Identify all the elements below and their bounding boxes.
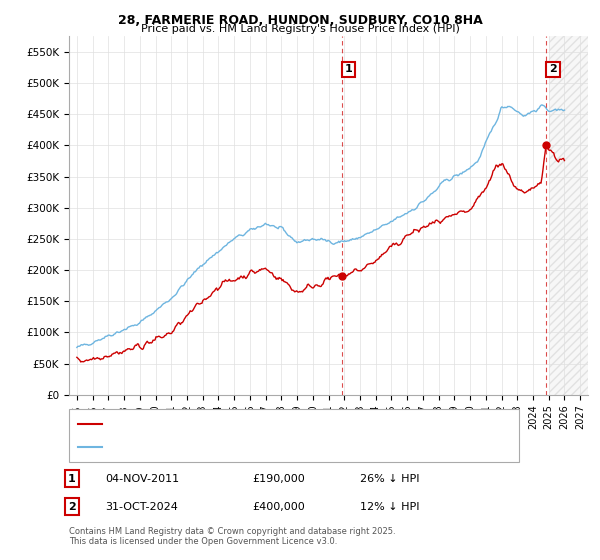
Text: Price paid vs. HM Land Registry's House Price Index (HPI): Price paid vs. HM Land Registry's House … — [140, 24, 460, 34]
Text: Contains HM Land Registry data © Crown copyright and database right 2025.
This d: Contains HM Land Registry data © Crown c… — [69, 526, 395, 546]
Text: HPI: Average price, detached house, West Suffolk: HPI: Average price, detached house, West… — [108, 442, 349, 452]
Text: 04-NOV-2011: 04-NOV-2011 — [105, 474, 179, 484]
Text: 28, FARMERIE ROAD, HUNDON, SUDBURY, CO10 8HA: 28, FARMERIE ROAD, HUNDON, SUDBURY, CO10… — [118, 14, 482, 27]
Text: 1: 1 — [345, 64, 353, 74]
Text: 12% ↓ HPI: 12% ↓ HPI — [360, 502, 419, 512]
Text: 31-OCT-2024: 31-OCT-2024 — [105, 502, 178, 512]
Text: 2: 2 — [549, 64, 557, 74]
Text: £400,000: £400,000 — [252, 502, 305, 512]
Text: 2: 2 — [68, 502, 76, 512]
Text: £190,000: £190,000 — [252, 474, 305, 484]
Text: 28, FARMERIE ROAD, HUNDON, SUDBURY, CO10 8HA (detached house): 28, FARMERIE ROAD, HUNDON, SUDBURY, CO10… — [108, 419, 456, 429]
Text: 26% ↓ HPI: 26% ↓ HPI — [360, 474, 419, 484]
Text: 1: 1 — [68, 474, 76, 484]
